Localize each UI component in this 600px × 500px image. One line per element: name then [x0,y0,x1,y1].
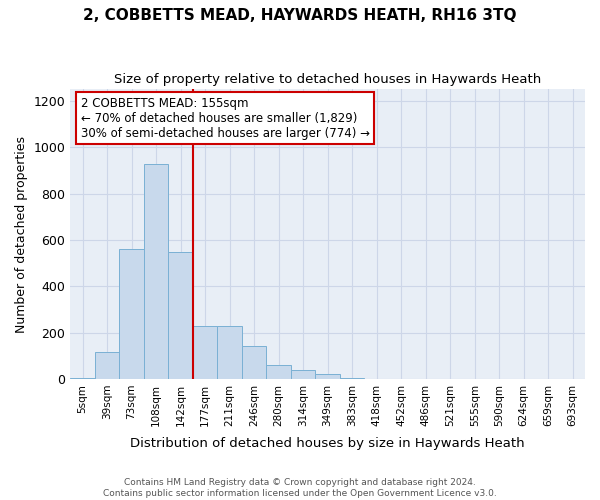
Bar [242,346,266,379]
Text: 2, COBBETTS MEAD, HAYWARDS HEATH, RH16 3TQ: 2, COBBETTS MEAD, HAYWARDS HEATH, RH16 3… [83,8,517,22]
Title: Size of property relative to detached houses in Haywards Heath: Size of property relative to detached ho… [114,72,541,86]
Text: Contains HM Land Registry data © Crown copyright and database right 2024.
Contai: Contains HM Land Registry data © Crown c… [103,478,497,498]
Bar [217,326,242,379]
Bar [119,249,144,379]
Bar [266,365,291,379]
X-axis label: Distribution of detached houses by size in Haywards Heath: Distribution of detached houses by size … [130,437,525,450]
Bar [70,378,95,379]
Bar [316,374,340,379]
Bar [169,252,193,379]
Bar [193,326,217,379]
Bar [291,370,316,379]
Bar [340,378,364,379]
Bar [144,164,169,379]
Text: 2 COBBETTS MEAD: 155sqm
← 70% of detached houses are smaller (1,829)
30% of semi: 2 COBBETTS MEAD: 155sqm ← 70% of detache… [80,96,370,140]
Y-axis label: Number of detached properties: Number of detached properties [15,136,28,332]
Bar [95,352,119,379]
